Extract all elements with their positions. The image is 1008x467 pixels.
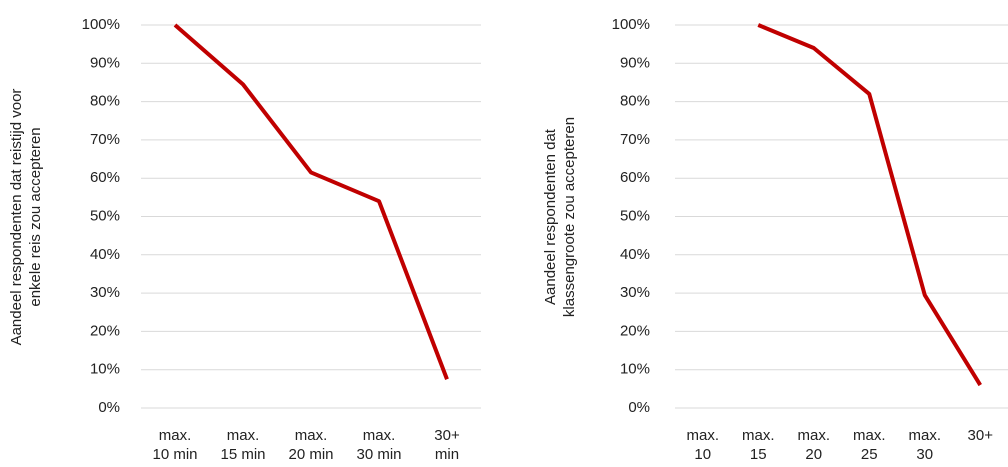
y-tick-label: 30% bbox=[90, 284, 120, 301]
x-tick-label: 30+ bbox=[967, 427, 993, 444]
y-tick-label: 0% bbox=[98, 399, 120, 416]
x-tick-label: max. 10 min bbox=[152, 427, 198, 463]
x-tick-label: max. 15 min bbox=[220, 427, 266, 463]
y-tick-label: 0% bbox=[628, 399, 650, 416]
y-tick-label: 80% bbox=[620, 93, 650, 110]
data-line bbox=[173, 23, 449, 380]
x-tick-label: max. 20 bbox=[797, 427, 830, 463]
y-axis-title: Aandeel respondenten dat klassengroote z… bbox=[542, 116, 578, 317]
x-tick-label: max. 25 bbox=[852, 427, 886, 463]
y-tick-label: 70% bbox=[90, 131, 120, 148]
y-tick-label: 10% bbox=[90, 361, 120, 378]
x-tick-label: 30+ min bbox=[434, 427, 460, 463]
x-tick-label: max. 10 bbox=[686, 427, 719, 463]
y-tick-label: 100% bbox=[82, 16, 120, 33]
y-tick-label: 50% bbox=[620, 207, 650, 224]
y-tick-label: 20% bbox=[90, 322, 120, 339]
y-tick-label: 100% bbox=[612, 16, 650, 33]
x-tick-label: max. 30 bbox=[908, 427, 941, 463]
y-tick-label: 90% bbox=[90, 54, 120, 71]
y-tick-label: 80% bbox=[90, 93, 120, 110]
y-tick-label: 50% bbox=[90, 207, 120, 224]
data-line bbox=[757, 23, 982, 387]
x-tick-label: max. 15 bbox=[741, 427, 775, 463]
y-tick-label: 30% bbox=[620, 284, 650, 301]
y-tick-label: 60% bbox=[90, 169, 120, 186]
x-tick-label: max. 30 min bbox=[356, 427, 402, 463]
y-tick-label: 70% bbox=[620, 131, 650, 148]
y-tick-label: 20% bbox=[620, 322, 650, 339]
y-tick-label: 40% bbox=[90, 246, 120, 263]
y-tick-label: 90% bbox=[620, 54, 650, 71]
x-tick-label: max. 20 min bbox=[288, 427, 334, 463]
y-axis-title: Aandeel respondenten dat reistijd voor e… bbox=[8, 88, 44, 345]
y-tick-label: 10% bbox=[620, 361, 650, 378]
y-tick-label: 40% bbox=[620, 246, 650, 263]
y-tick-label: 60% bbox=[620, 169, 650, 186]
